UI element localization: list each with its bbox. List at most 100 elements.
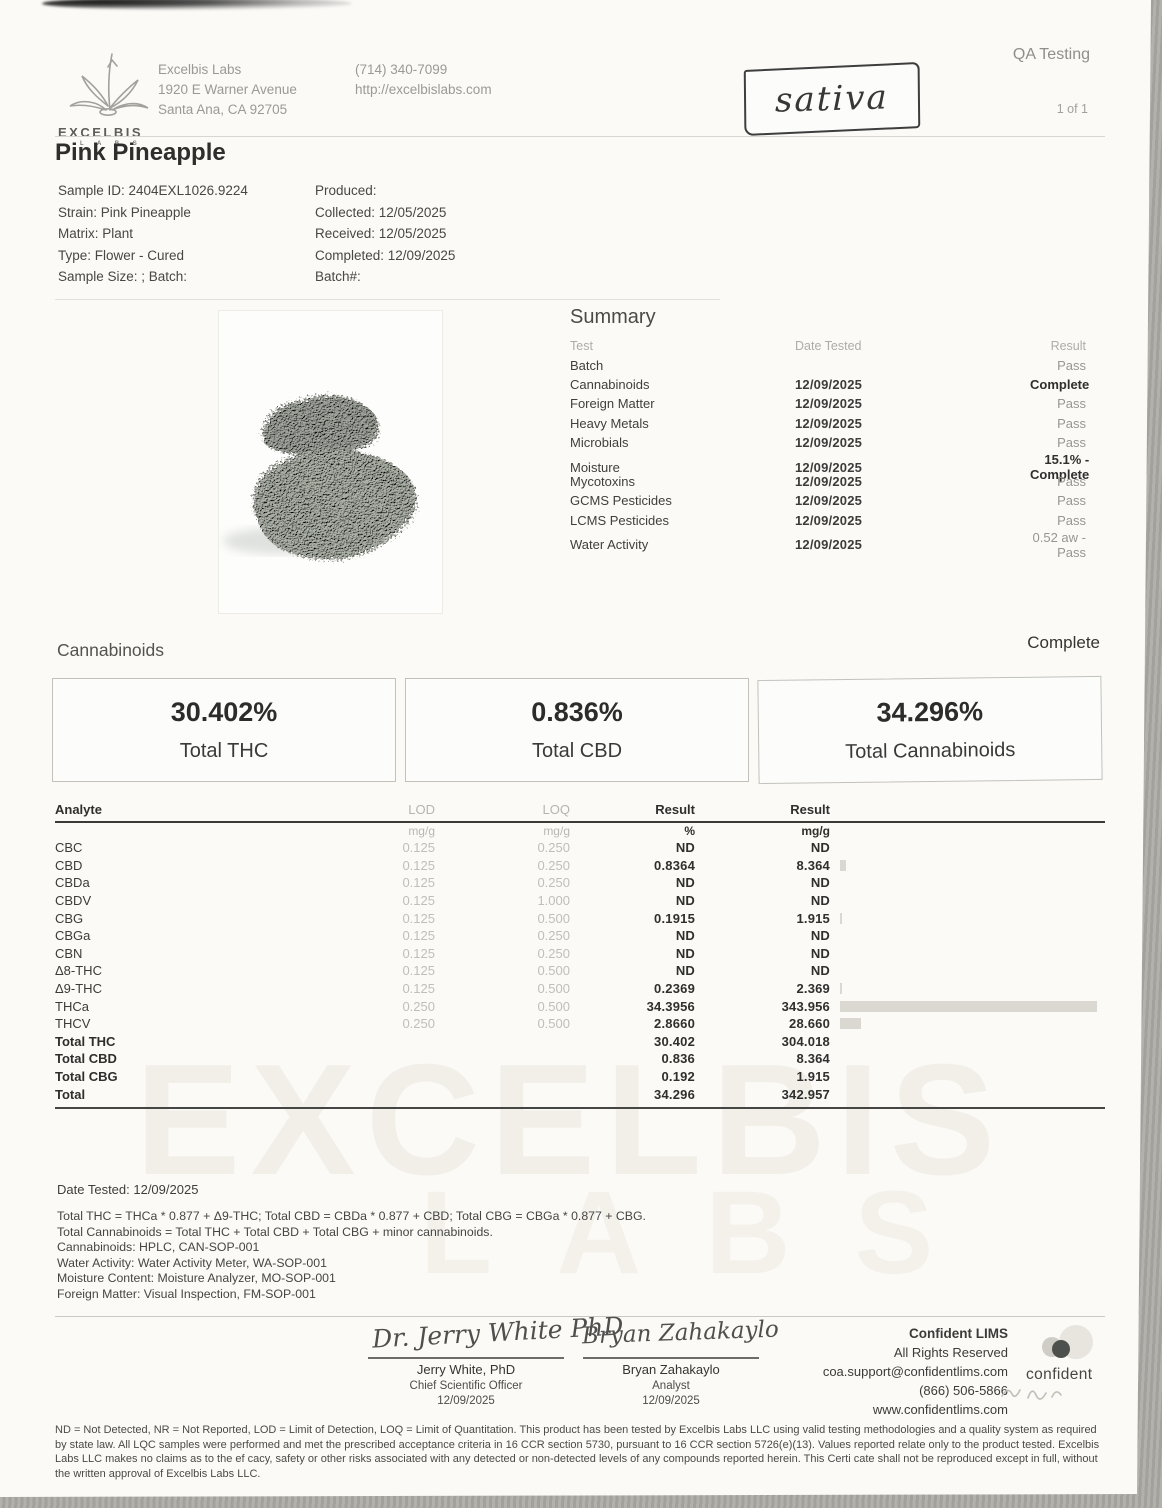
analyte-units-row: mg/g mg/g % mg/g bbox=[408, 824, 830, 838]
total-cannabinoids-value: 34.296% bbox=[876, 696, 984, 728]
mg-bar bbox=[840, 983, 842, 995]
signer-1-role: Chief Scientific Officer bbox=[409, 1380, 523, 1392]
summary-title: Summary bbox=[570, 306, 656, 328]
mg-bar bbox=[840, 912, 842, 924]
summary-header-row: Test Date Tested Result bbox=[570, 336, 1086, 355]
footer-divider bbox=[55, 1316, 1105, 1317]
total-thc-label: Total THC bbox=[179, 740, 269, 762]
formula-line: Total Cannabinoids = Total THC + Total C… bbox=[57, 1224, 493, 1239]
summary-row: Moisture 12/09/2025 15.1% - Complete bbox=[570, 452, 1090, 483]
analyte-total-row: Total CBD 0.836 8.364 bbox=[55, 1051, 830, 1067]
signer-1-date: 12/09/2025 bbox=[437, 1395, 495, 1407]
summary-table: Test Date Tested Result Batch Pass Cannab… bbox=[570, 336, 1090, 560]
lab-contact-block: (714) 340-7099 http://excelbislabs.com bbox=[355, 60, 492, 100]
header-divider bbox=[55, 136, 1105, 137]
total-thc-box: 30.402% Total THC bbox=[52, 678, 396, 782]
method-line: Moisture Content: Moisture Analyzer, MO-… bbox=[57, 1271, 336, 1286]
analyte-total-row: Total CBG 0.192 1.915 bbox=[55, 1069, 830, 1085]
analyte-row: CBDa 0.125 0.250 ND ND bbox=[55, 875, 830, 891]
sativa-text: sativa bbox=[775, 77, 889, 121]
sample-id: Sample ID: 2404EXL1026.9224 bbox=[58, 183, 248, 198]
analyte-row: CBG 0.125 0.500 0.1915 1.915 bbox=[55, 909, 1105, 927]
analyte-row: CBC 0.125 0.250 ND ND bbox=[55, 840, 830, 856]
watermark-excelbis: EXCELBIS bbox=[135, 1032, 1006, 1208]
signer-2-name: Bryan Zahakaylo bbox=[622, 1362, 720, 1377]
summary-col-test: Test bbox=[570, 338, 593, 353]
analyte-total-row: Total 34.296 342.957 bbox=[55, 1086, 830, 1102]
lab-city: Santa Ana, CA 92705 bbox=[158, 102, 288, 117]
sample-type: Type: Flower - Cured bbox=[58, 247, 185, 263]
total-cannabinoids-box: 34.296% Total Cannabinoids bbox=[757, 675, 1103, 785]
analyte-row: Δ8-THC 0.125 0.500 ND ND bbox=[55, 963, 830, 979]
scan-artifact-smudge bbox=[42, 0, 352, 10]
watermark-labs: LABS bbox=[420, 1167, 998, 1299]
disclaimer-text: ND = Not Detected, NR = Not Reported, LO… bbox=[55, 1424, 1100, 1480]
summary-col-date: Date Tested bbox=[795, 338, 862, 353]
total-cbd-label: Total CBD bbox=[531, 740, 623, 762]
lab-phone: (714) 340-7099 bbox=[355, 62, 448, 77]
completed-date: Completed: 12/09/2025 bbox=[315, 247, 456, 263]
method-line: Water Activity: Water Activity Meter, WA… bbox=[57, 1255, 327, 1270]
analyte-row: CBN 0.125 0.250 ND ND bbox=[55, 945, 830, 961]
handwritten-sativa-note: sativa bbox=[743, 61, 921, 137]
analyte-row: Δ9-THC 0.125 0.500 0.2369 2.369 bbox=[55, 980, 1105, 998]
summary-col-result: Result bbox=[1050, 338, 1086, 353]
sample-strain: Strain: Pink Pineapple bbox=[58, 204, 191, 220]
analyte-total-row: Total THC 30.402 304.018 bbox=[55, 1033, 830, 1049]
summary-row: Microbials 12/09/2025 Pass bbox=[570, 435, 1086, 451]
method-line: Foreign Matter: Visual Inspection, FM-SO… bbox=[57, 1286, 316, 1301]
summary-row: Cannabinoids 12/09/2025 Complete bbox=[570, 376, 1090, 392]
summary-row: Foreign Matter 12/09/2025 Pass bbox=[570, 396, 1086, 412]
mg-bar bbox=[840, 859, 847, 871]
methodology-block: Total THC = THCa * 0.877 + Δ9-THC; Total… bbox=[57, 1209, 646, 1303]
summary-row: LCMS Pesticides 12/09/2025 Pass bbox=[570, 512, 1086, 528]
lims-contact-block: Confident LIMS All Rights Reserved coa.s… bbox=[748, 1324, 1008, 1419]
analyte-row: THCV 0.250 0.500 2.8660 28.660 bbox=[55, 1015, 1105, 1033]
signer-1: Jerry White, PhD Chief Scientific Office… bbox=[368, 1362, 564, 1407]
total-cbd-value: 0.836% bbox=[531, 697, 623, 727]
confident-logo-text: confident bbox=[1026, 1366, 1093, 1383]
method-line: Cannabinoids: HPLC, CAN-SOP-001 bbox=[57, 1240, 260, 1255]
mg-bar bbox=[840, 1000, 1098, 1012]
summary-row: GCMS Pesticides 12/09/2025 Pass bbox=[570, 493, 1086, 509]
report-type-label: QA Testing bbox=[1012, 46, 1090, 63]
logo-wordmark: EXCELBIS bbox=[58, 125, 144, 140]
analyte-row: CBGa 0.125 0.250 ND ND bbox=[55, 928, 830, 944]
product-title: Pink Pineapple bbox=[55, 139, 226, 166]
page-indicator: 1 of 1 bbox=[1056, 102, 1088, 116]
signer-2: Bryan Zahakaylo Analyst 12/09/2025 bbox=[583, 1362, 759, 1407]
lab-name: Excelbis Labs bbox=[158, 62, 242, 77]
cannabinoids-status: Complete bbox=[1027, 633, 1100, 652]
confident-logo-icon bbox=[1042, 1325, 1093, 1359]
sample-matrix: Matrix: Plant bbox=[58, 226, 134, 241]
analyte-row: CBDV 0.125 1.000 ND ND bbox=[55, 893, 830, 909]
signature-line-1 bbox=[368, 1357, 564, 1359]
received-date: Received: 12/05/2025 bbox=[315, 226, 447, 241]
produced-date: Produced: bbox=[315, 183, 377, 198]
confident-logo bbox=[1028, 1322, 1118, 1386]
cannabinoids-section-title: Cannabinoids bbox=[57, 640, 165, 660]
summary-row: Mycotoxins 12/09/2025 Pass bbox=[570, 473, 1086, 489]
analyte-row: CBD 0.125 0.250 0.8364 8.364 bbox=[55, 857, 1105, 875]
cannabis-leaf-icon bbox=[69, 53, 149, 116]
collected-date: Collected: 12/05/2025 bbox=[315, 204, 447, 220]
analyte-table: Analyte LOD LOQ Result Result mg/g mg/g … bbox=[55, 800, 1105, 1109]
lab-logo: EXCELBIS L A B S bbox=[58, 50, 173, 147]
lab-address-block: Excelbis Labs 1920 E Warner Avenue Santa… bbox=[158, 60, 297, 120]
sample-size-batch: Sample Size: ; Batch: bbox=[58, 269, 188, 284]
signer-1-name: Jerry White, PhD bbox=[416, 1362, 516, 1377]
analyte-header-rule bbox=[55, 821, 1105, 823]
signature-line-2 bbox=[583, 1357, 759, 1359]
sample-info-left: Sample ID: 2404EXL1026.9224 Strain: Pink… bbox=[58, 180, 248, 288]
lims-phone: (866) 506-5866 bbox=[919, 1383, 1008, 1398]
total-cannabinoids-label: Total Cannabinoids bbox=[845, 738, 1016, 764]
lab-street: 1920 E Warner Avenue bbox=[158, 82, 297, 97]
lims-email: coa.support@confidentlims.com bbox=[822, 1364, 1008, 1379]
formula-line: Total THC = THCa * 0.877 + Δ9-THC; Total… bbox=[57, 1209, 646, 1223]
lims-rights: All Rights Reserved bbox=[893, 1345, 1008, 1360]
signer-2-role: Analyst bbox=[652, 1380, 690, 1392]
analyte-bottom-rule bbox=[55, 1106, 1105, 1109]
handwritten-scribble bbox=[1001, 1389, 1062, 1400]
total-cbd-box: 0.836% Total CBD bbox=[405, 678, 749, 782]
